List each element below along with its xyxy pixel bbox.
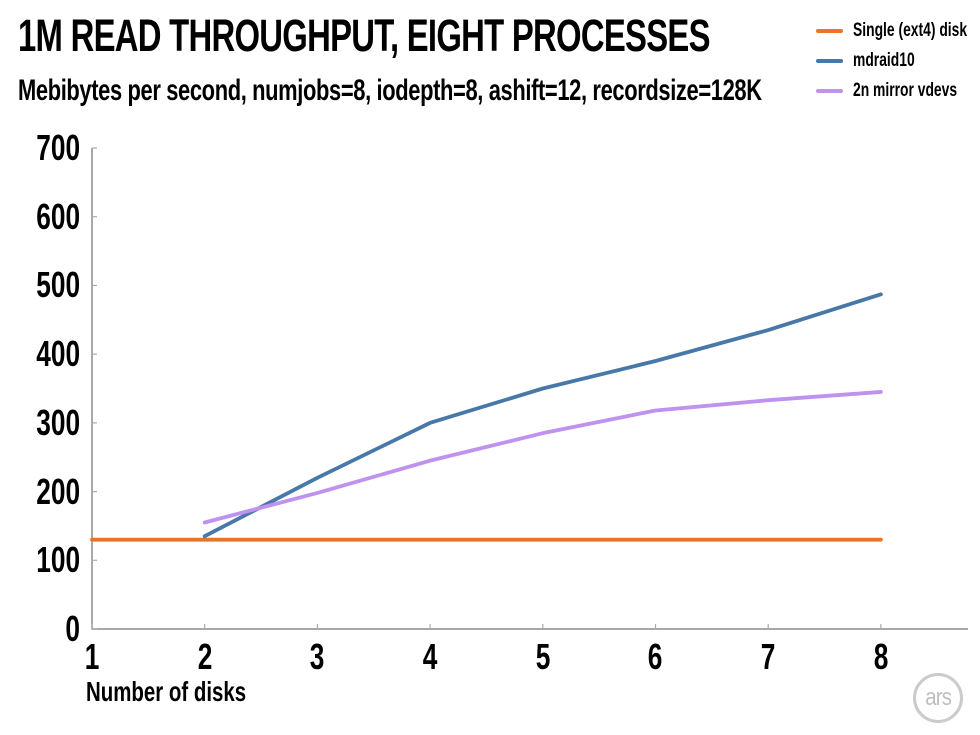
ars-logo-text: ars bbox=[925, 684, 952, 711]
legend-label: 2n mirror vdevs bbox=[853, 80, 958, 101]
x-axis-title: Number of disks bbox=[86, 676, 305, 708]
legend-label: mdraid10 bbox=[853, 50, 915, 71]
chart-title-text: 1M READ THROUGHPUT, EIGHT PROCESSES bbox=[18, 10, 710, 61]
legend: Single (ext4) disk mdraid10 2n mirror vd… bbox=[816, 16, 980, 106]
ars-logo: ars bbox=[913, 673, 963, 723]
axis-spine bbox=[91, 148, 968, 630]
legend-item: Single (ext4) disk bbox=[816, 16, 980, 46]
legend-label: Single (ext4) disk bbox=[853, 20, 968, 41]
legend-swatch-mdraid10 bbox=[816, 59, 843, 63]
legend-item: mdraid10 bbox=[816, 46, 980, 76]
legend-swatch-2n-mirror-vdevs bbox=[816, 89, 843, 93]
chart-title: 1M READ THROUGHPUT, EIGHT PROCESSES bbox=[18, 10, 966, 62]
series-line-mdraid10 bbox=[202, 292, 883, 539]
legend-swatch-single-ext4-disk bbox=[816, 29, 843, 33]
series-line-2n-mirror-vdevs bbox=[202, 390, 883, 525]
legend-item: 2n mirror vdevs bbox=[816, 76, 980, 106]
chart-subtitle-text: Mebibytes per second, numjobs=8, iodepth… bbox=[18, 74, 762, 107]
x-axis-title-text: Number of disks bbox=[86, 676, 247, 707]
chart-subtitle: Mebibytes per second, numjobs=8, iodepth… bbox=[18, 74, 980, 108]
